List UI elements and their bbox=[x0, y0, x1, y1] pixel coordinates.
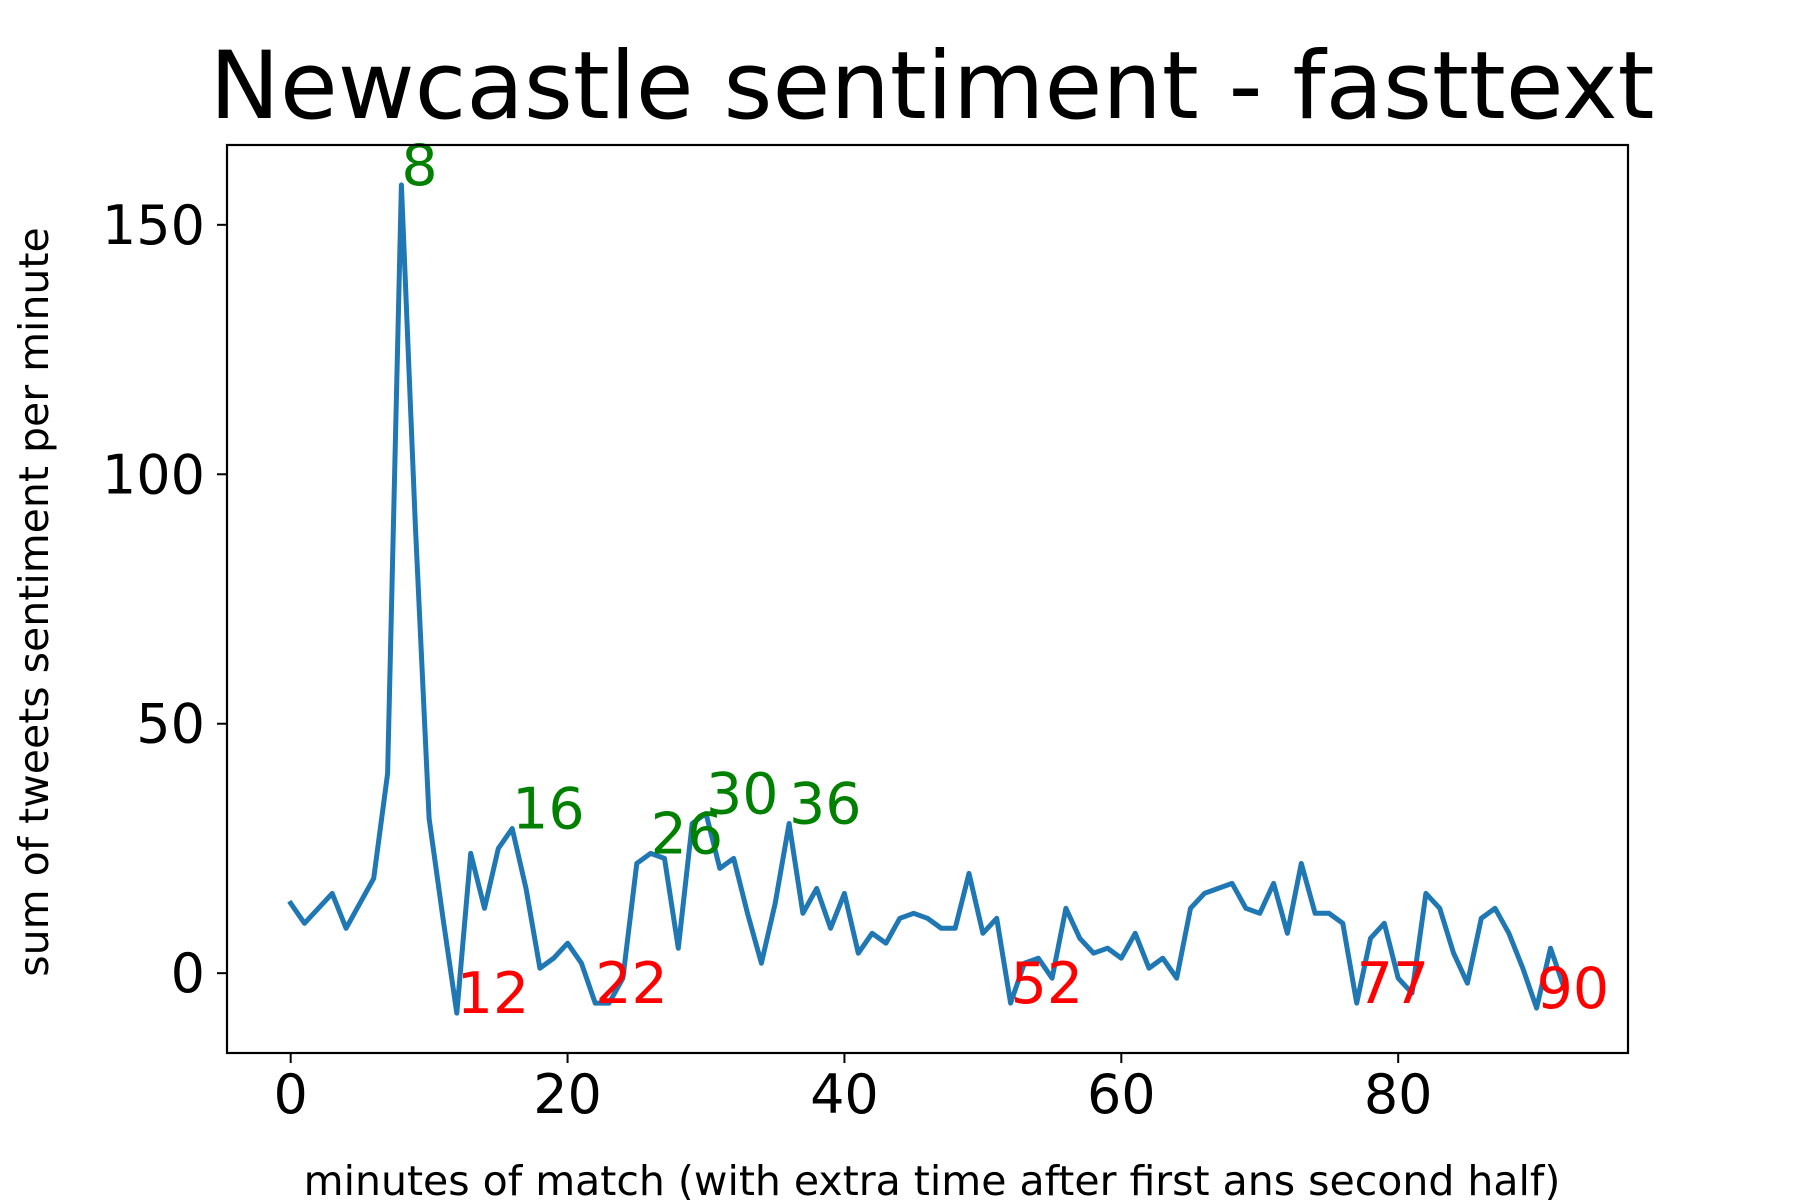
minute-annotation: 36 bbox=[789, 772, 862, 838]
x-tick-label: 80 bbox=[1364, 1063, 1433, 1126]
minute-annotation: 52 bbox=[1011, 951, 1084, 1017]
axes: 0 20 40 60 80 0 50 100 150 bbox=[102, 194, 1433, 1126]
plot-frame bbox=[225, 143, 1630, 1055]
minute-annotation: 12 bbox=[457, 961, 530, 1027]
sentiment-series-line bbox=[287, 182, 1568, 1016]
minute-annotation: 26 bbox=[651, 801, 724, 867]
y-axis-label: sum of tweets sentiment per minute bbox=[10, 227, 58, 976]
x-tick-label: 60 bbox=[1087, 1063, 1156, 1126]
series-layer bbox=[287, 182, 1568, 1016]
y-tick-label: 0 bbox=[171, 942, 205, 1005]
minute-annotation: 77 bbox=[1357, 951, 1430, 1017]
minute-annotation: 16 bbox=[512, 776, 585, 842]
minute-annotation: 8 bbox=[401, 133, 437, 199]
y-tick-label: 150 bbox=[102, 194, 205, 257]
chart-title: Newcastle sentiment - fasttext bbox=[210, 32, 1655, 141]
minute-annotation: 30 bbox=[706, 762, 779, 828]
x-tick-label: 20 bbox=[533, 1063, 602, 1126]
y-tick-label: 50 bbox=[136, 693, 205, 756]
x-tick-label: 40 bbox=[810, 1063, 879, 1126]
minute-annotation: 22 bbox=[595, 951, 668, 1017]
x-axis-label: minutes of match (with extra time after … bbox=[304, 1157, 1561, 1200]
minute-annotation: 90 bbox=[1537, 956, 1610, 1022]
y-tick-label: 100 bbox=[102, 443, 205, 506]
x-tick-label: 0 bbox=[274, 1063, 308, 1126]
